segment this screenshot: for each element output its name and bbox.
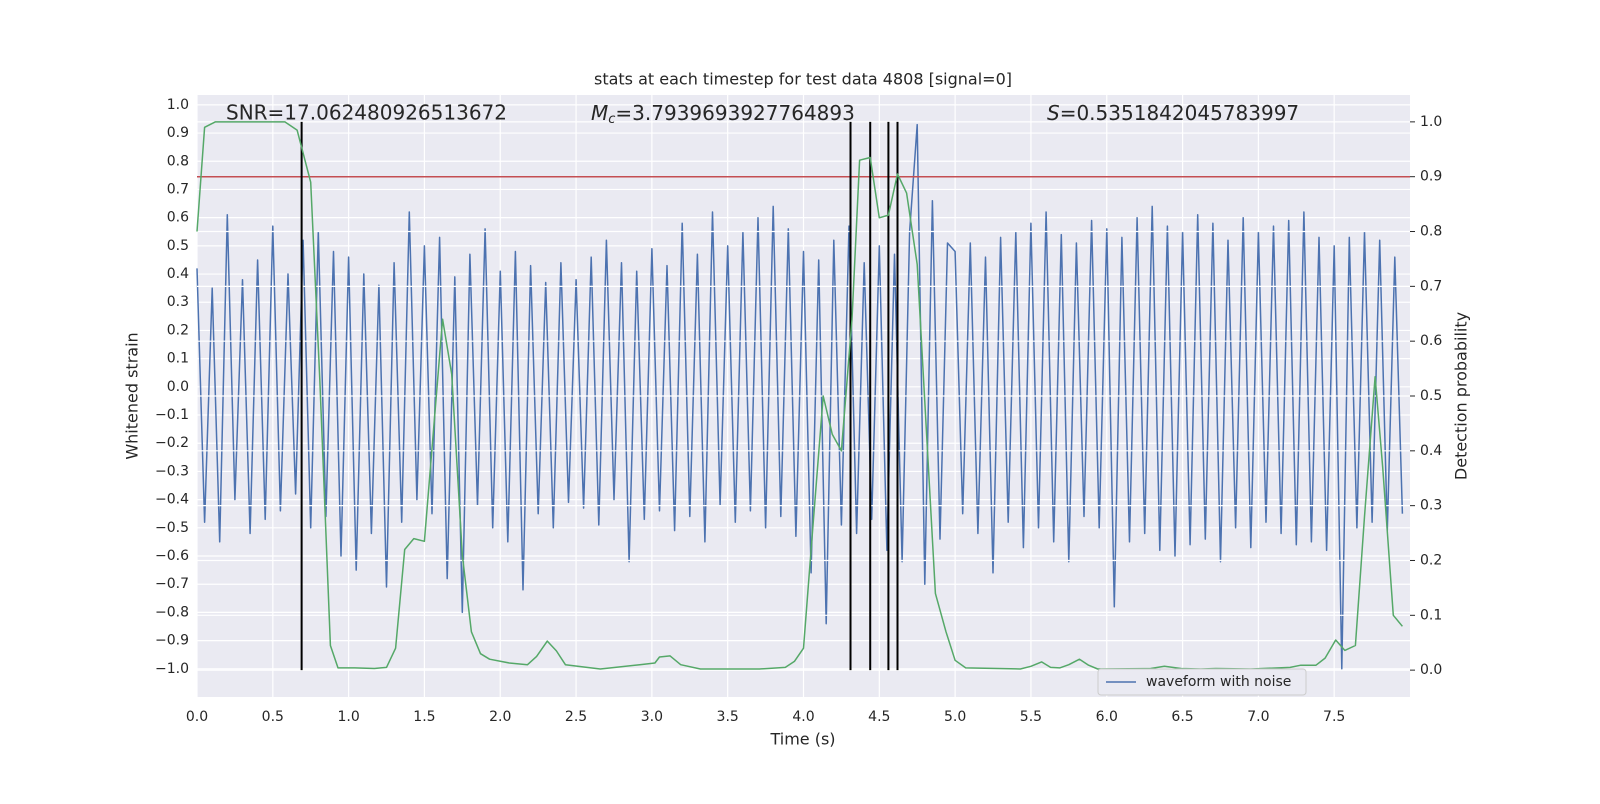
y-tick-label: 0.3 xyxy=(167,294,189,310)
y-tick-label: −0.9 xyxy=(155,633,189,649)
y-tick-label: −1.0 xyxy=(155,661,189,677)
y-tick-label: −0.4 xyxy=(155,492,189,508)
y-tick-label: 0.1 xyxy=(167,351,189,367)
legend-label: waveform with noise xyxy=(1146,674,1291,690)
annotation-subscript: c xyxy=(608,112,615,127)
y2-tick-label: 0.8 xyxy=(1420,224,1442,240)
x-tick-label: 6.0 xyxy=(1096,709,1118,725)
x-tick-label: 4.5 xyxy=(868,709,890,725)
y2-tick-label: 0.3 xyxy=(1420,498,1442,514)
y-tick-label: −0.3 xyxy=(155,463,189,479)
x-tick-label: 1.0 xyxy=(337,709,359,725)
y2-tick-label: 0.0 xyxy=(1420,662,1442,678)
y2-tick-label: 0.7 xyxy=(1420,278,1442,294)
annotation-symbol: M xyxy=(591,101,608,125)
x-tick-label: 3.0 xyxy=(641,709,663,725)
y2-tick-label: 0.5 xyxy=(1420,388,1442,404)
annotation-symbol: S xyxy=(1047,101,1060,125)
x-tick-label: 6.5 xyxy=(1171,709,1193,725)
y-axis-label: Whitened strain xyxy=(123,332,142,459)
x-tick-label: 2.5 xyxy=(565,709,587,725)
x-tick-label: 5.5 xyxy=(1020,709,1042,725)
y2-tick-label: 0.1 xyxy=(1420,607,1442,623)
x-tick-label: 0.5 xyxy=(262,709,284,725)
y2-tick-label: 0.4 xyxy=(1420,443,1442,459)
annotation: Mc=3.7939693927764893 xyxy=(591,101,855,127)
x-axis-label: Time (s) xyxy=(769,730,835,749)
y-tick-label: 0.5 xyxy=(167,238,189,254)
x-tick-label: 7.0 xyxy=(1247,709,1269,725)
y-tick-label: 0.9 xyxy=(167,125,189,141)
x-tick-label: 4.0 xyxy=(792,709,814,725)
y2-tick-label: 1.0 xyxy=(1420,114,1442,130)
legend-box xyxy=(1097,668,1307,696)
y2-tick-label: 0.9 xyxy=(1420,169,1442,185)
under-layer: 0.0 0.5 1.0 1.5 2.0 2.5 3.0 3.5 4.0 4.5 5.0 5.5 6.0 6… xyxy=(155,95,1442,725)
y-tick-label: 0.7 xyxy=(167,181,189,197)
x-tick-label: 2.0 xyxy=(489,709,511,725)
x-tick-label: 1.5 xyxy=(413,709,435,725)
y-tick-label: 0.2 xyxy=(167,322,189,338)
y2-tick-label: 0.2 xyxy=(1420,552,1442,568)
annotation: SNR=17.062480926513672 xyxy=(226,101,507,125)
annotation-text: =0.5351842045783997 xyxy=(1060,101,1299,125)
y-tick-label: 1.0 xyxy=(167,97,189,113)
y-tick-label: −0.1 xyxy=(155,407,189,423)
chart-title: stats at each timestep for test data 480… xyxy=(594,70,1012,89)
y-tick-label: 0.4 xyxy=(167,266,189,282)
y-tick-label: −0.7 xyxy=(155,576,189,592)
plot-layer: 0.0 0.5 1.0 1.5 2.0 2.5 3.0 3.5 4.0 4.5 5.0 5.5 6.0 6… xyxy=(155,95,1442,725)
y-tick-label: 0.0 xyxy=(167,379,189,395)
y-tick-label: 0.6 xyxy=(167,210,189,226)
overlay-layer: 0.0 0.1 0.2 0.3 0.4 0.5 0.6 0.7 0.8 0.9 1.0 wavefor… xyxy=(196,114,1442,696)
x-tick-label: 7.5 xyxy=(1323,709,1345,725)
x-tick-label: 3.5 xyxy=(717,709,739,725)
y-tick-label: −0.2 xyxy=(155,435,189,451)
y-tick-label: −0.8 xyxy=(155,604,189,620)
annotation: S=0.5351842045783997 xyxy=(1047,101,1299,125)
annotation-text: =3.7939693927764893 xyxy=(615,101,854,125)
y2-tick-label: 0.6 xyxy=(1420,333,1442,349)
x-tick-label: 5.0 xyxy=(944,709,966,725)
series-line xyxy=(196,123,1404,670)
y-tick-label: −0.6 xyxy=(155,548,189,564)
y2-axis-label: Detection probability xyxy=(1452,312,1471,480)
y-tick-label: 0.8 xyxy=(167,153,189,169)
x-tick-label: 0.0 xyxy=(186,709,208,725)
y-tick-label: −0.5 xyxy=(155,520,189,536)
